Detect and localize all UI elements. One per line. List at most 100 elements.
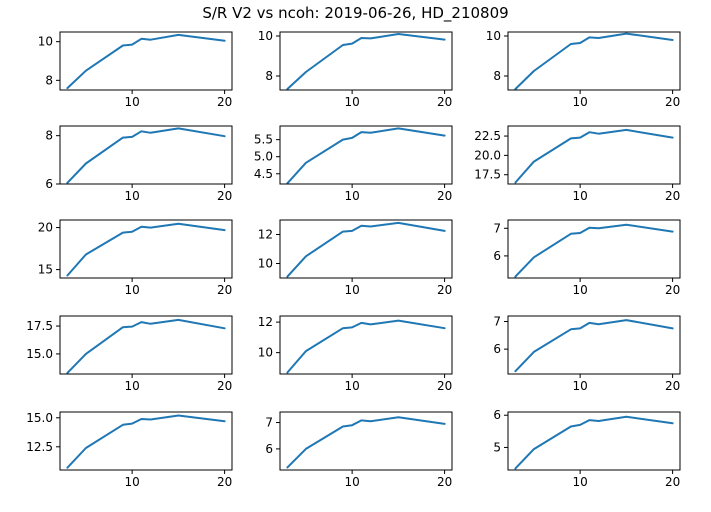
x-tick-label: 10 [344, 283, 359, 297]
x-tick-label: 10 [344, 379, 359, 393]
series-line [514, 32, 674, 90]
x-tick-label: 10 [124, 283, 139, 297]
subplot-grid: 10 20 8 10 10 20 8 10 10 20 8 10 10 20 6 8 10 20 4.5 5.0 5.5… [26, 29, 681, 489]
x-tick-label: 20 [665, 95, 680, 109]
y-tick-label: 10 [258, 29, 273, 43]
y-tick-label: 10 [258, 346, 273, 360]
x-tick-label: 10 [124, 475, 139, 489]
y-tick-label: 5.5 [254, 133, 273, 147]
y-tick-label: 10 [486, 29, 501, 43]
axes-frame [59, 125, 233, 185]
axes-frame [59, 219, 233, 279]
x-tick-label: 20 [665, 283, 680, 297]
y-tick-label: 22.5 [474, 129, 501, 143]
x-tick-label: 20 [665, 475, 680, 489]
x-tick-label: 10 [124, 379, 139, 393]
axes-frame [279, 125, 453, 185]
axes-frame [507, 411, 681, 471]
y-tick-label: 7 [493, 315, 501, 329]
axes-frame [279, 315, 453, 375]
y-tick-label: 15 [38, 263, 53, 277]
y-tick-label: 12 [258, 228, 273, 242]
subplot-12: 10 20 6 7 [493, 315, 681, 393]
subplot-14: 10 20 6 7 [265, 411, 453, 489]
y-tick-label: 6 [45, 177, 53, 191]
axes-frame [279, 31, 453, 91]
subplot-2: 10 20 8 10 [258, 29, 453, 109]
x-tick-label: 20 [217, 189, 232, 203]
x-tick-label: 20 [437, 379, 452, 393]
subplot-11: 10 20 10 12 [258, 315, 453, 393]
x-tick-label: 10 [572, 283, 587, 297]
y-tick-label: 6 [493, 408, 501, 422]
x-tick-label: 20 [217, 283, 232, 297]
y-tick-label: 12 [258, 315, 273, 329]
x-tick-label: 20 [217, 379, 232, 393]
series-line [286, 416, 446, 469]
y-tick-label: 7 [265, 416, 273, 430]
axes-frame [507, 315, 681, 375]
y-tick-label: 17.5 [26, 319, 53, 333]
subplot-4: 10 20 6 8 [45, 125, 233, 203]
axes-frame [279, 219, 453, 279]
series-line [66, 33, 226, 90]
x-tick-label: 20 [437, 95, 452, 109]
x-tick-label: 20 [437, 283, 452, 297]
series-line [514, 415, 674, 470]
series-line [66, 127, 226, 184]
y-tick-label: 8 [45, 129, 53, 143]
subplot-6: 10 20 17.5 20.0 22.5 [474, 125, 681, 203]
y-tick-label: 10 [38, 35, 53, 49]
axes-frame [59, 315, 233, 375]
y-tick-label: 15.0 [26, 411, 53, 425]
y-tick-label: 12.5 [26, 440, 53, 454]
subplot-13: 10 20 12.5 15.0 [26, 411, 233, 489]
y-tick-label: 6 [265, 442, 273, 456]
figure-title: S/R V2 vs ncoh: 2019-06-26, HD_210809 [202, 4, 508, 23]
y-tick-label: 10 [258, 257, 273, 271]
series-line [286, 127, 446, 185]
series-line [66, 222, 226, 277]
y-tick-label: 5.0 [254, 150, 273, 164]
x-tick-label: 10 [124, 95, 139, 109]
series-line [286, 319, 446, 374]
series-line [286, 33, 446, 90]
y-tick-label: 8 [45, 73, 53, 87]
y-tick-label: 20 [38, 221, 53, 235]
series-line [286, 221, 446, 278]
x-tick-label: 20 [665, 189, 680, 203]
series-line [66, 414, 226, 469]
x-tick-label: 10 [344, 189, 359, 203]
subplot-3: 10 20 8 10 [486, 29, 681, 109]
y-tick-label: 17.5 [474, 168, 501, 182]
y-tick-label: 6 [493, 249, 501, 263]
subplot-1: 10 20 8 10 [38, 31, 233, 109]
x-tick-label: 10 [572, 475, 587, 489]
y-tick-label: 6 [493, 342, 501, 356]
x-tick-label: 10 [344, 95, 359, 109]
series-line [66, 318, 226, 374]
y-tick-label: 4.5 [254, 167, 273, 181]
axes-frame [279, 411, 453, 471]
y-tick-label: 15.0 [26, 347, 53, 361]
axes-frame [507, 31, 681, 91]
axes-frame [507, 219, 681, 279]
subplot-8: 10 20 10 12 [258, 219, 453, 297]
x-tick-label: 20 [437, 475, 452, 489]
subplot-5: 10 20 4.5 5.0 5.5 [254, 125, 453, 203]
x-tick-label: 20 [217, 95, 232, 109]
subplot-15: 10 20 5 6 [493, 408, 681, 489]
x-tick-label: 20 [437, 189, 452, 203]
y-tick-label: 7 [493, 221, 501, 235]
x-tick-label: 10 [572, 379, 587, 393]
subplot-10: 10 20 15.0 17.5 [26, 315, 233, 393]
x-tick-label: 20 [217, 475, 232, 489]
axes-frame [59, 31, 233, 91]
subplot-9: 10 20 6 7 [493, 219, 681, 297]
x-tick-label: 10 [124, 189, 139, 203]
x-tick-label: 10 [572, 189, 587, 203]
series-line [514, 319, 674, 373]
axes-frame [59, 411, 233, 471]
y-tick-label: 5 [493, 440, 501, 454]
